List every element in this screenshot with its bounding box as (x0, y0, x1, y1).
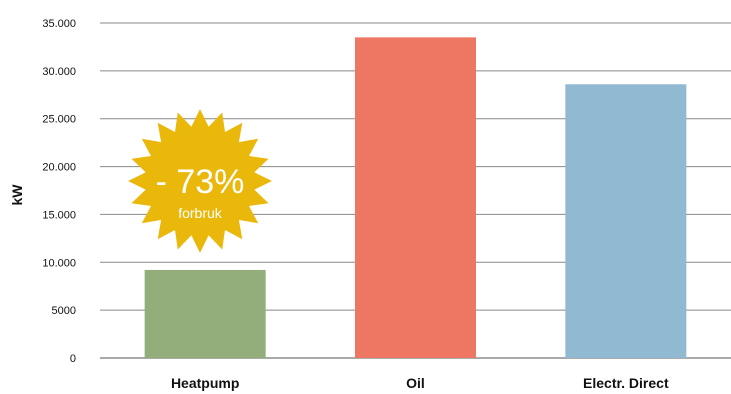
y-tick-label: 20.000 (42, 162, 76, 174)
y-tick-label: 25.000 (42, 114, 76, 126)
x-category-label: Oil (406, 375, 425, 391)
starburst-shape (128, 109, 272, 253)
badge-subtext: forbruk (178, 205, 223, 221)
y-tick-label: 35.000 (42, 18, 76, 30)
x-category-label: Heatpump (171, 375, 239, 391)
y-tick-labels: 0 5000 10.000 15.000 20.000 25.000 30.000 35.00… (42, 18, 76, 365)
savings-badge: - 73% forbruk (128, 109, 272, 253)
x-category-label: Electr. Direct (583, 375, 669, 391)
bars (144, 37, 687, 358)
y-axis-title: kW (9, 184, 25, 206)
badge-percentage: - 73% (156, 163, 245, 201)
bar-electr-direct (565, 84, 687, 358)
y-tick-label: 0 (70, 353, 76, 365)
bar-oil (355, 37, 476, 358)
y-tick-label: 5000 (52, 305, 76, 317)
y-tick-label: 15.000 (42, 209, 76, 221)
y-tick-label: 10.000 (42, 257, 76, 269)
y-tick-label: 30.000 (42, 66, 76, 78)
x-category-labels: Heatpump Oil Electr. Direct (171, 375, 669, 391)
bar-heatpump (144, 269, 266, 358)
